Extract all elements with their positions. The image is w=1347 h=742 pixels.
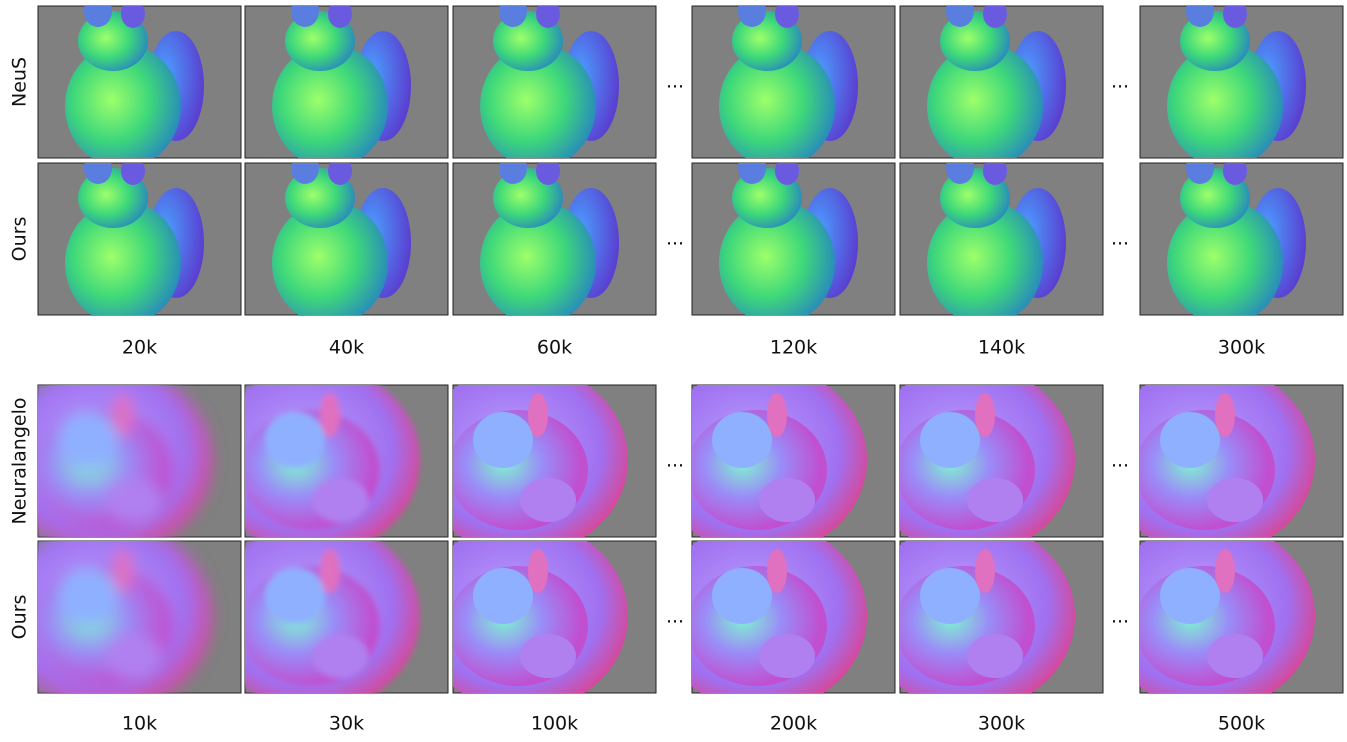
shape (1160, 412, 1220, 468)
render-image (865, 365, 1075, 555)
shape (265, 568, 325, 624)
row-label: Ours (9, 595, 31, 640)
ellipsis: ... (1111, 71, 1129, 93)
shape (983, 157, 1007, 185)
step-label: 30k (329, 713, 364, 735)
shape (1223, 157, 1247, 185)
shape (1207, 478, 1263, 522)
shape (312, 478, 368, 522)
render-image (657, 521, 867, 711)
step-label: 120k (770, 337, 817, 359)
shape (1215, 393, 1235, 437)
shape (328, 157, 352, 185)
shape (767, 393, 787, 437)
shape-group (865, 365, 1075, 555)
row-label: Neuralangelo (9, 397, 31, 524)
shape (967, 478, 1023, 522)
step-label: 300k (978, 713, 1025, 735)
shape-group (418, 521, 628, 711)
shape (775, 0, 799, 28)
row-label: Ours (9, 217, 31, 262)
step-label: 60k (537, 337, 572, 359)
shape-group (865, 521, 1075, 711)
shape-group (657, 521, 867, 711)
render-image (865, 521, 1075, 711)
step-label: 10k (122, 713, 157, 735)
shape (113, 393, 133, 437)
shape-group (1105, 521, 1315, 711)
ellipsis: ... (1111, 228, 1129, 250)
shape (528, 393, 548, 437)
shape (920, 412, 980, 468)
shape (759, 478, 815, 522)
shape (1207, 634, 1263, 678)
shape (312, 634, 368, 678)
render-image (418, 521, 628, 711)
shape (767, 549, 787, 593)
ellipsis: ... (666, 71, 684, 93)
shape (105, 634, 161, 678)
shape (105, 478, 161, 522)
shape (536, 157, 560, 185)
shape (983, 0, 1007, 28)
shape (975, 393, 995, 437)
shape (520, 478, 576, 522)
shape (473, 412, 533, 468)
ellipsis: ... (666, 228, 684, 250)
shape (1223, 0, 1247, 28)
shape (759, 634, 815, 678)
shape (1160, 568, 1220, 624)
shape (113, 549, 133, 593)
render-image (3, 521, 213, 711)
ellipsis: ... (666, 450, 684, 472)
shape (520, 634, 576, 678)
shape (536, 0, 560, 28)
render-image (3, 365, 213, 555)
shape (920, 568, 980, 624)
step-label: 20k (122, 337, 157, 359)
step-label: 500k (1218, 713, 1265, 735)
figure: NeuS...... Ours...... 20k 40k 60k 120k 140k 300… (0, 0, 1347, 738)
shape (712, 568, 772, 624)
shape (121, 157, 145, 185)
render-image (657, 365, 867, 555)
render-image (418, 365, 628, 555)
shape (121, 0, 145, 28)
step-label: 100k (531, 713, 578, 735)
shape-group (1105, 365, 1315, 555)
shape (328, 0, 352, 28)
shape (1215, 549, 1235, 593)
shape (967, 634, 1023, 678)
shape (975, 549, 995, 593)
step-label: 40k (329, 337, 364, 359)
shape (712, 412, 772, 468)
shape (473, 568, 533, 624)
shape (320, 549, 340, 593)
step-label: 300k (1218, 337, 1265, 359)
shape (58, 568, 118, 624)
render-image (1105, 521, 1315, 711)
shape-group (657, 365, 867, 555)
step-label: 200k (770, 713, 817, 735)
step-label: 140k (978, 337, 1025, 359)
shape (58, 412, 118, 468)
row-label: NeuS (9, 57, 31, 107)
shape-group (3, 365, 213, 555)
shape (775, 157, 799, 185)
shape (265, 412, 325, 468)
render-image (1105, 365, 1315, 555)
shape-group (418, 365, 628, 555)
ellipsis: ... (666, 606, 684, 628)
ellipsis: ... (1111, 606, 1129, 628)
shape (320, 393, 340, 437)
shape (528, 549, 548, 593)
ellipsis: ... (1111, 450, 1129, 472)
shape-group (3, 521, 213, 711)
